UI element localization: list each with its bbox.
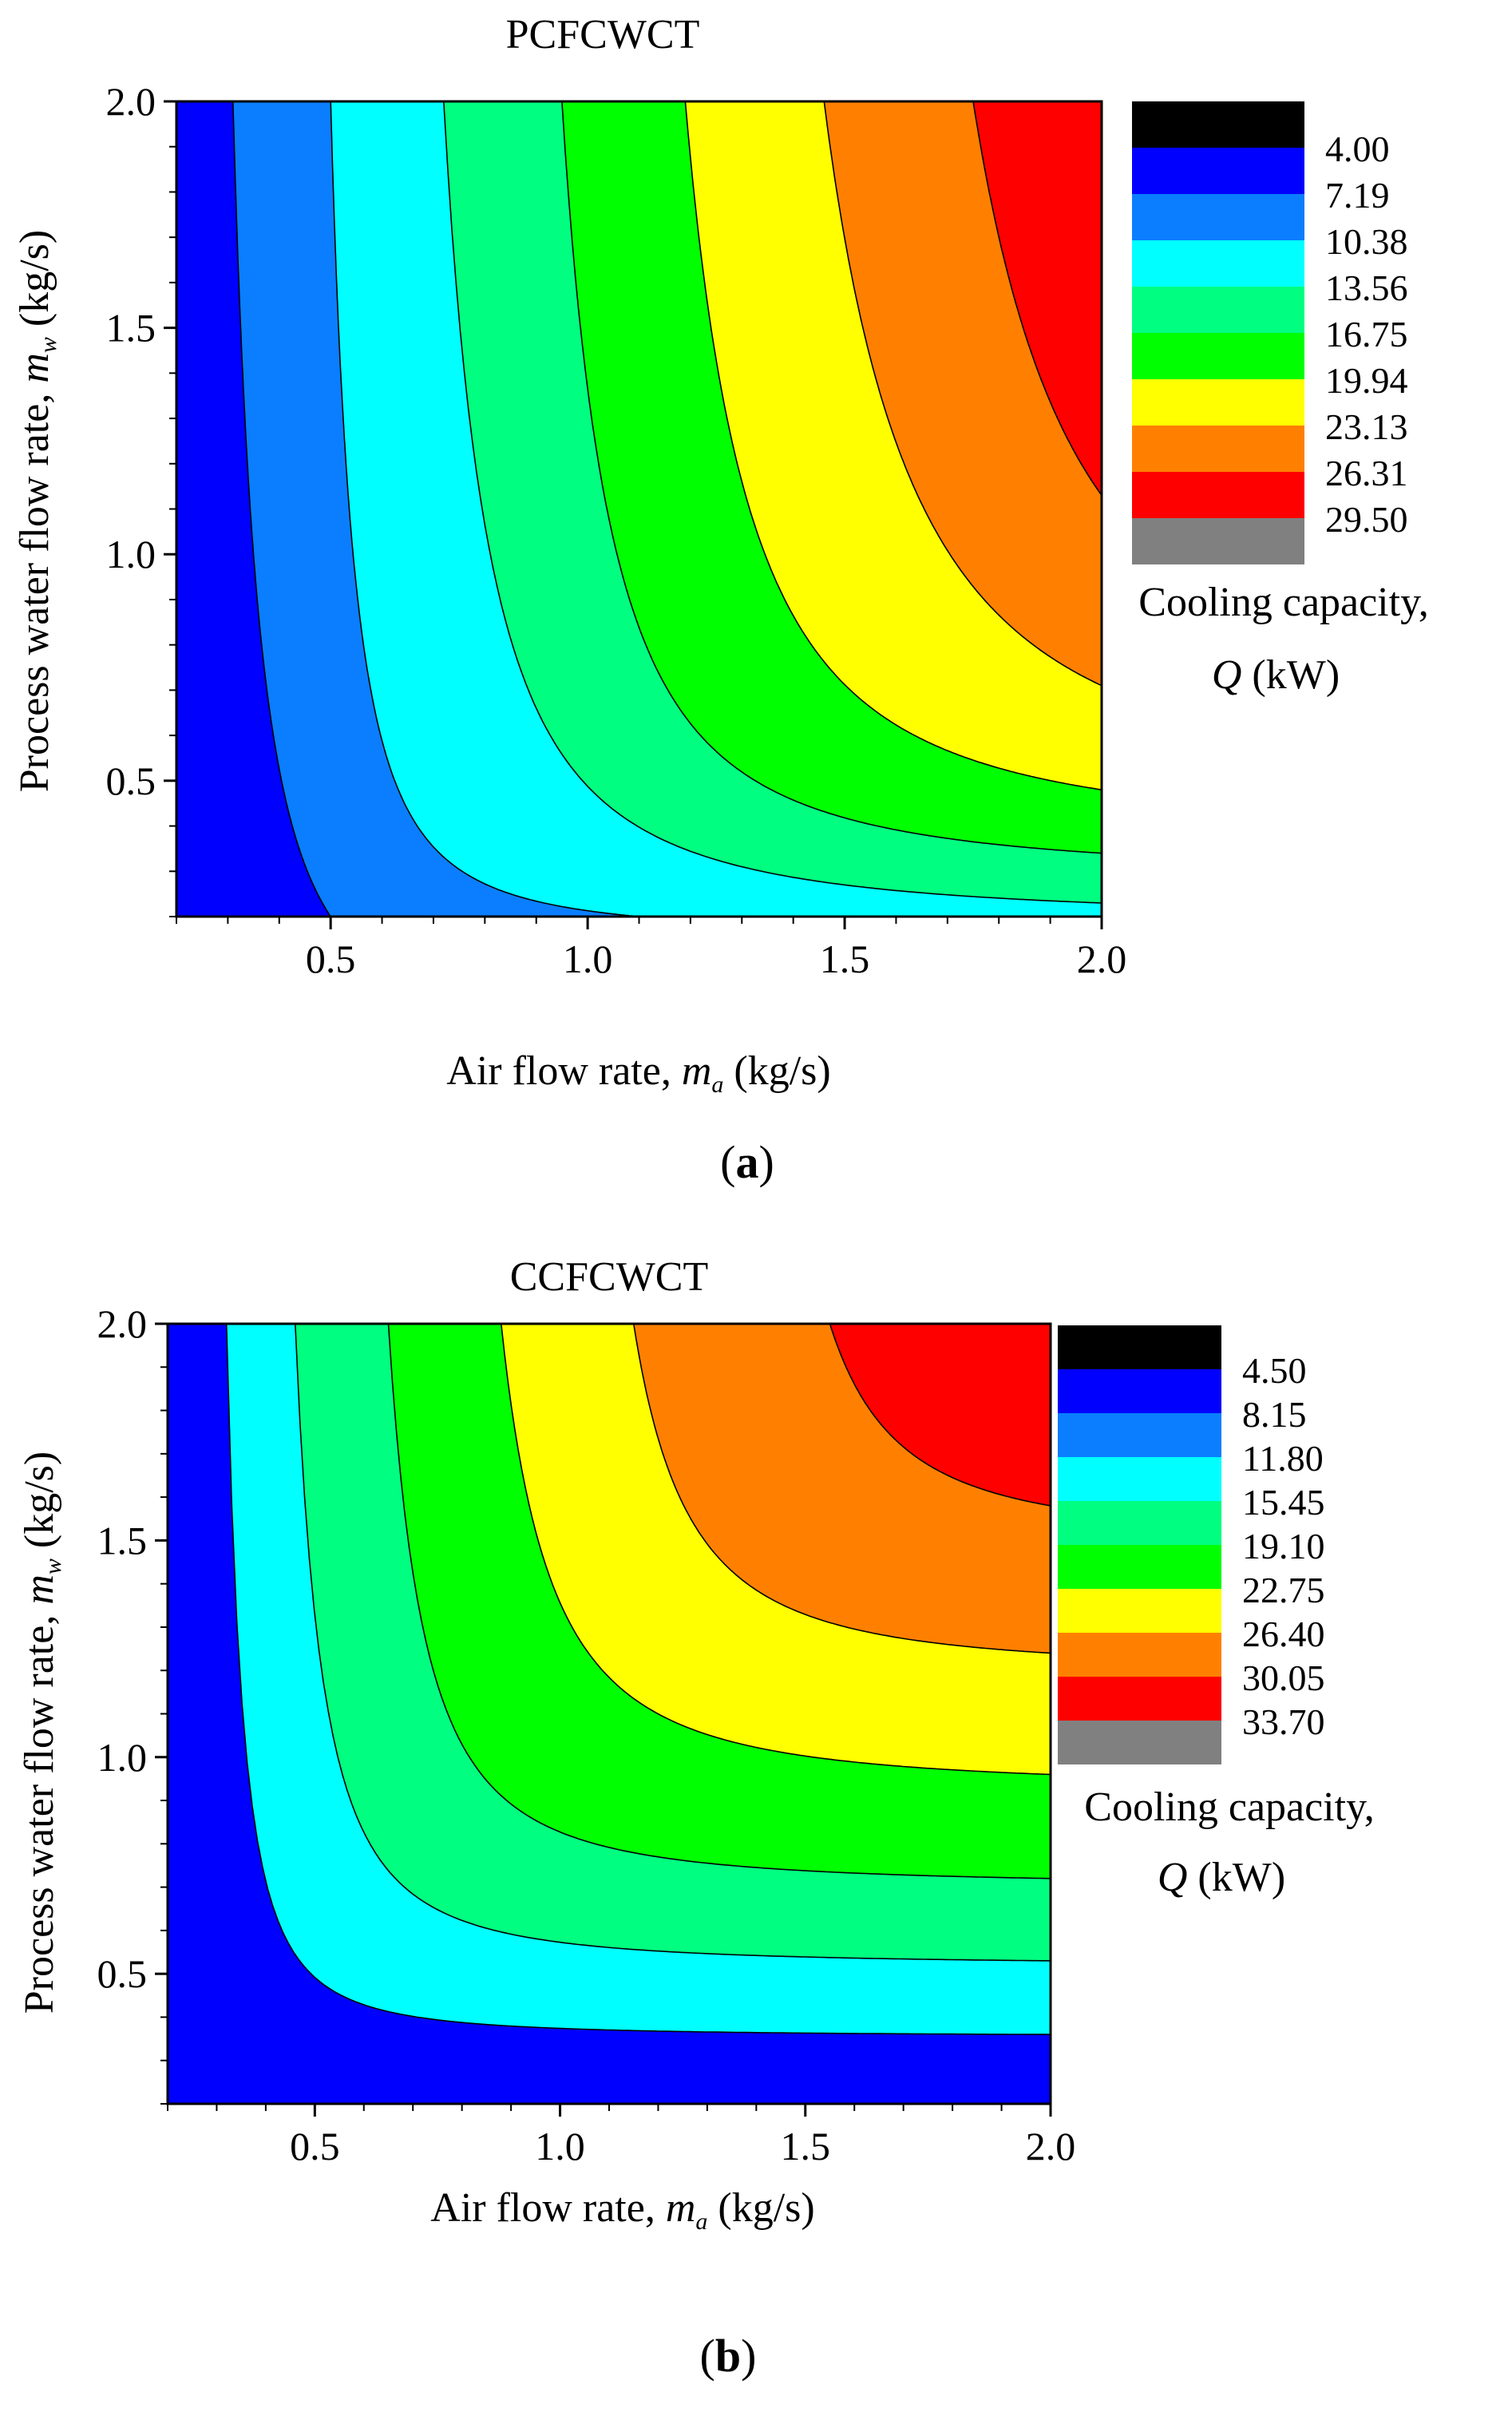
y-tick-label: 1.0 [97, 1735, 148, 1780]
legend-title: Cooling capacity, [1084, 1784, 1374, 1830]
legend-level-label: 29.50 [1325, 499, 1408, 540]
contour-line [501, 1324, 1051, 1776]
legend-swatch [1058, 1457, 1221, 1501]
legend-level-label: 11.80 [1242, 1438, 1324, 1479]
contour-line [823, 101, 1102, 687]
legend-title: Cooling capacity, [1138, 580, 1428, 625]
legend-swatch [1058, 1589, 1221, 1633]
legend-swatch [1058, 1325, 1221, 1369]
panel-label: (b) [700, 2330, 757, 2382]
panel-b: CCFCWCT 0.5 1.0 1.5 2.0 0.5 1.0 1.5 2.0 Air flo… [17, 1254, 1375, 2382]
legend-level-label: 19.94 [1325, 360, 1408, 401]
contour-line [972, 101, 1102, 496]
contour-band [973, 101, 1102, 496]
x-tick-label: 2.0 [1026, 2124, 1076, 2168]
legend-level-label: 19.10 [1242, 1526, 1325, 1566]
legend-swatch [1058, 1369, 1221, 1413]
contour-line [632, 1324, 1051, 1654]
contour-lines [225, 1324, 1051, 2035]
contour-line [561, 101, 1102, 854]
legend-level-label: 26.31 [1325, 453, 1408, 493]
legend-level-label: 10.38 [1325, 221, 1408, 262]
contour-band [829, 1324, 1051, 1506]
legend-swatch [1132, 426, 1304, 472]
x-tick-label: 1.0 [535, 2124, 585, 2168]
colorbar-legend: 4.00 7.19 10.38 13.56 16.75 19.94 23.13 26.31 29… [1132, 101, 1408, 564]
legend-level-label: 33.70 [1242, 1701, 1325, 1742]
x-tick-label: 1.0 [563, 937, 613, 981]
contour-line [330, 101, 639, 917]
contour-lines [232, 101, 1102, 917]
x-axis-label: Air flow rate, ma (kg/s) [446, 1048, 830, 1098]
x-tick-label: 1.5 [820, 937, 870, 981]
x-tick-label: 1.5 [781, 2124, 831, 2168]
legend-level-label: 4.00 [1325, 129, 1390, 169]
colorbar-legend: 4.508.1511.8015.4519.1022.7526.4030.0533… [1058, 1325, 1325, 1764]
legend-swatch [1058, 1545, 1221, 1589]
legend-swatch [1132, 333, 1304, 379]
contour-line [232, 101, 331, 917]
contour-line [829, 1324, 1051, 1507]
legend-level-label: 13.56 [1325, 267, 1408, 308]
legend-swatch [1058, 1413, 1221, 1457]
legend-swatch [1132, 287, 1304, 333]
legend-level-label: 23.13 [1325, 406, 1408, 447]
legend-unit: Q (kW) [1212, 652, 1340, 698]
contour-line [225, 1324, 1051, 2035]
y-axis-label: Process water flow rate, mw (kg/s) [17, 1452, 66, 2014]
legend-swatch [1132, 472, 1304, 518]
legend-swatch [1132, 101, 1304, 148]
legend-swatch [1132, 518, 1304, 564]
y-tick-label: 0.5 [97, 1951, 148, 1996]
chart-title: CCFCWCT [510, 1254, 709, 1300]
legend-swatch [1058, 1501, 1221, 1545]
contour-line [295, 1324, 1051, 1962]
y-tick-label: 0.5 [106, 758, 156, 803]
x-tick-label: 0.5 [306, 937, 356, 981]
legend-level-label: 30.05 [1242, 1658, 1325, 1698]
legend-level-label: 16.75 [1325, 314, 1408, 354]
y-axis-label: Process water flow rate, mw (kg/s) [12, 230, 61, 793]
legend-swatch [1132, 379, 1304, 426]
legend-swatch [1058, 1721, 1221, 1764]
legend-swatch [1058, 1677, 1221, 1721]
legend-level-label: 4.50 [1242, 1350, 1307, 1391]
legend-level-label: 22.75 [1242, 1570, 1325, 1610]
panel-label: (a) [720, 1136, 774, 1188]
panel-a: PCFCWCT 0.5 1.0 1.5 2.0 0.5 1.0 1.5 2.0 Air flo… [12, 12, 1429, 1188]
contour-fills [176, 101, 1102, 917]
x-tick-label: 2.0 [1077, 937, 1127, 981]
axes: 0.5 1.0 1.5 2.0 0.5 1.0 1.5 2.0 [106, 79, 1127, 981]
contour-line [443, 101, 1102, 904]
y-tick-label: 1.5 [97, 1518, 148, 1562]
legend-swatch [1132, 148, 1304, 194]
legend-level-label: 8.15 [1242, 1394, 1307, 1435]
contour-line [387, 1324, 1051, 1879]
legend-unit: Q (kW) [1158, 1855, 1285, 1900]
legend-level-label: 15.45 [1242, 1482, 1325, 1523]
contour-fills [168, 1324, 1051, 2104]
legend-level-label: 26.40 [1242, 1614, 1325, 1654]
y-tick-label: 1.0 [106, 532, 156, 576]
y-tick-label: 2.0 [97, 1301, 148, 1346]
legend-swatch [1058, 1633, 1221, 1677]
legend-level-label: 7.19 [1325, 175, 1390, 216]
y-tick-label: 2.0 [106, 79, 156, 124]
axes: 0.5 1.0 1.5 2.0 0.5 1.0 1.5 2.0 [97, 1301, 1076, 2168]
chart-title: PCFCWCT [506, 12, 700, 57]
y-tick-label: 1.5 [106, 306, 156, 351]
x-axis-label: Air flow rate, ma (kg/s) [430, 2185, 814, 2235]
legend-swatch [1132, 194, 1304, 240]
x-tick-label: 0.5 [290, 2124, 340, 2168]
contour-line [684, 101, 1102, 790]
legend-swatch [1132, 240, 1304, 287]
